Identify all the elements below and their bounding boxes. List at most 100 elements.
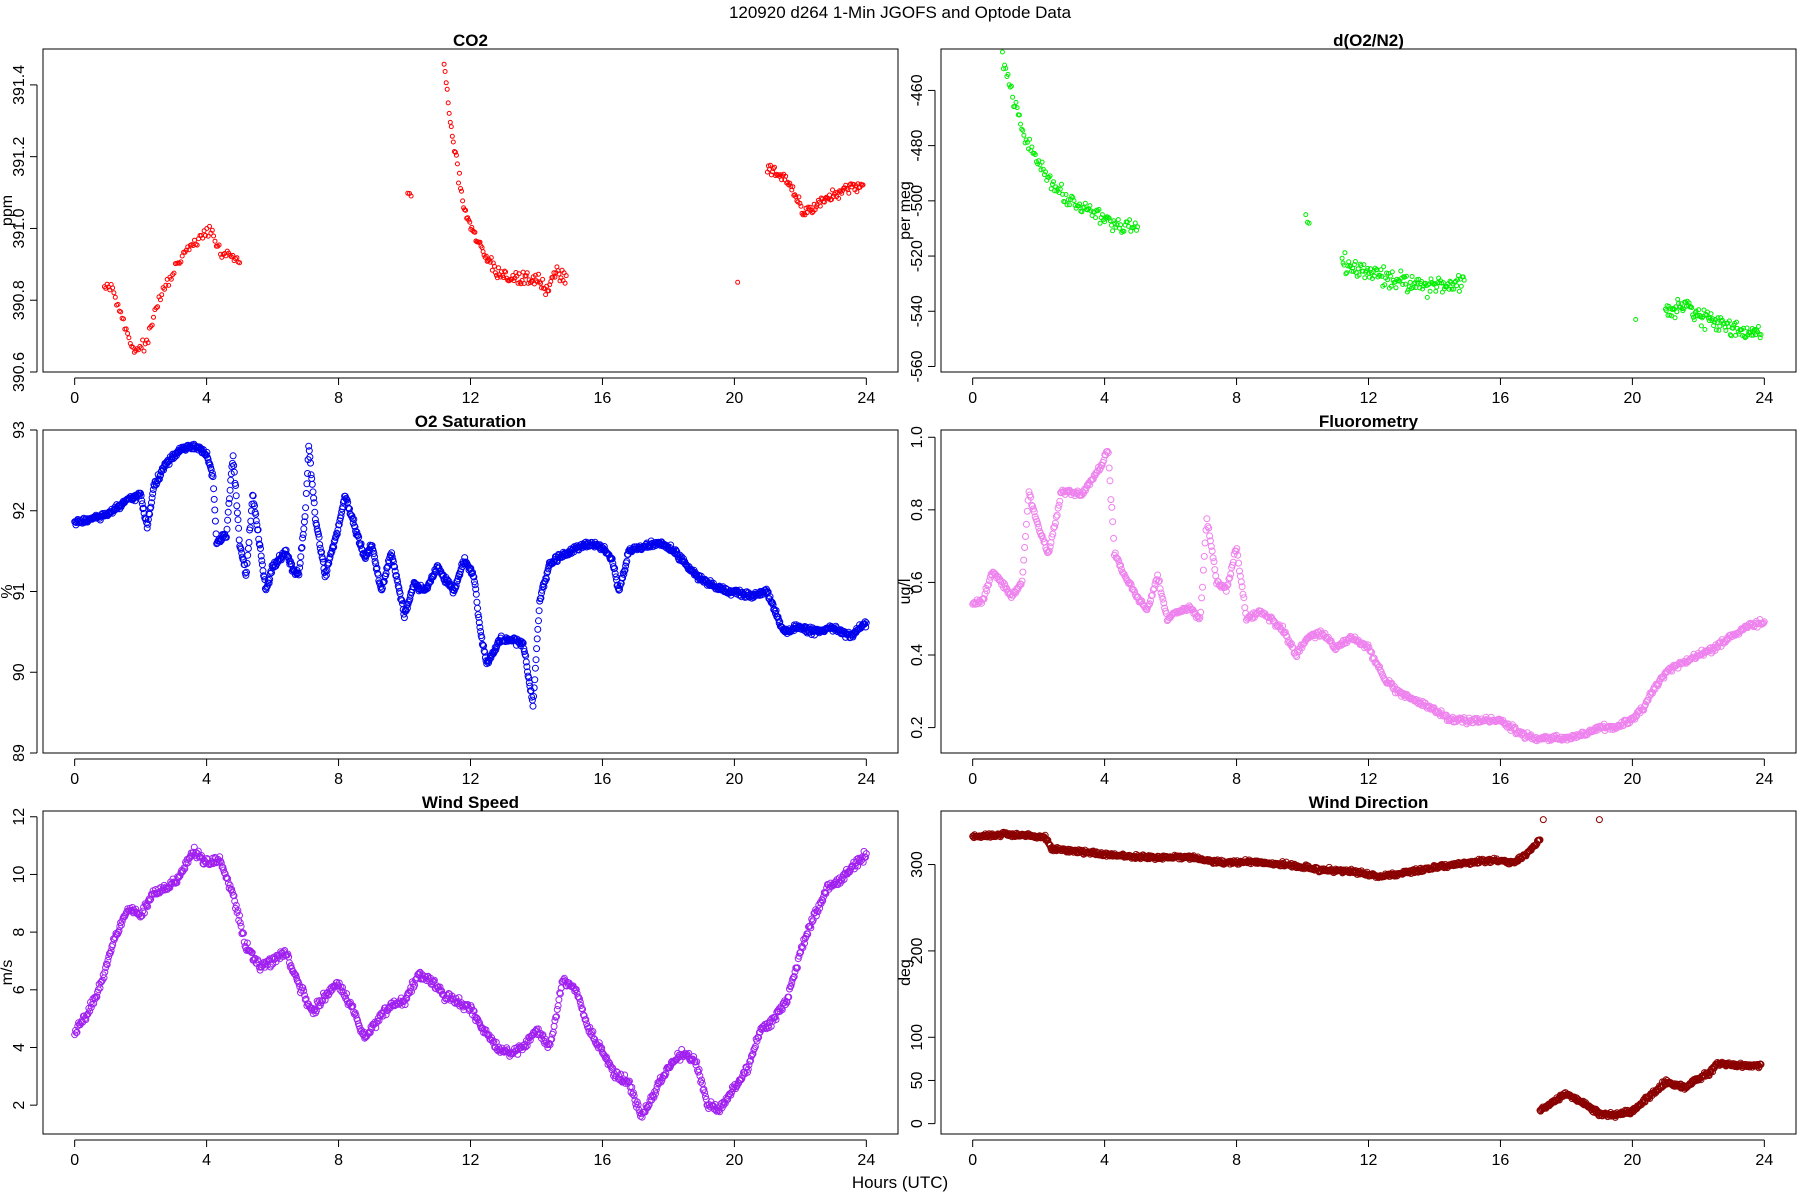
o2sat-data-point xyxy=(256,541,264,549)
do2n2-data-point xyxy=(1303,212,1309,218)
fluoro-y-tick-label: 0.4 xyxy=(909,644,926,666)
fluoro-data-point xyxy=(1050,524,1058,532)
fluoro-series xyxy=(969,447,1768,745)
fluoro-data-point xyxy=(1200,552,1208,560)
o2sat-data-point xyxy=(157,471,165,479)
do2n2-data-point xyxy=(1049,181,1055,187)
do2n2-data-point xyxy=(1398,268,1404,274)
co2-data-point xyxy=(827,192,832,198)
do2n2-data-point xyxy=(1099,212,1105,218)
winddir-x-tick-label: 24 xyxy=(1755,1152,1773,1169)
fluoro-data-point xyxy=(1207,542,1215,550)
co2-data-point xyxy=(212,238,218,244)
do2n2-data-point xyxy=(1355,266,1361,272)
co2-data-point xyxy=(454,161,460,167)
co2-data-point xyxy=(562,280,568,286)
fluoro-data-point xyxy=(1210,558,1218,566)
o2sat-data-point xyxy=(444,576,452,584)
o2sat-data-point xyxy=(308,475,316,482)
o2sat-y-tick-label: 90 xyxy=(11,663,28,681)
o2sat-data-point xyxy=(478,634,486,642)
fluoro-title: Fluorometry xyxy=(1319,412,1419,431)
co2-data-point xyxy=(445,100,451,106)
fluoro-data-point xyxy=(1225,575,1233,583)
fluoro-data-point xyxy=(1214,578,1222,586)
fluoro-data-point xyxy=(1158,592,1166,600)
co2-data-point xyxy=(846,190,852,196)
o2sat-data-point xyxy=(224,516,232,524)
do2n2-data-point xyxy=(1356,272,1362,278)
o2sat-data-point xyxy=(388,549,396,557)
do2n2-data-point xyxy=(1387,273,1393,279)
fluoro-y-tick-label: 0.2 xyxy=(909,716,926,738)
o2sat-data-point xyxy=(224,508,232,516)
o2sat-data-point xyxy=(333,530,341,538)
do2n2-data-point xyxy=(1018,121,1023,127)
do2n2-y-tick-label: -460 xyxy=(909,74,926,106)
o2sat-data-point xyxy=(235,536,243,544)
o2sat-y-axis-label: % xyxy=(0,584,16,598)
do2n2-data-point xyxy=(1016,112,1022,118)
fluoro-data-point xyxy=(1199,583,1206,591)
do2n2-data-point xyxy=(1400,282,1406,287)
o2sat-data-point xyxy=(143,524,151,532)
co2-x-tick-label: 24 xyxy=(857,390,875,407)
o2sat-data-point xyxy=(149,486,157,493)
co2-data-point xyxy=(209,227,215,233)
do2n2-data-point xyxy=(1064,202,1070,208)
co2-data-point xyxy=(465,215,471,221)
o2sat-data-point xyxy=(210,485,218,493)
o2sat-data-point xyxy=(294,570,302,578)
winddir-x-tick-label: 4 xyxy=(1100,1152,1109,1169)
fluoro-data-point xyxy=(1205,524,1213,532)
fluoro-data-point xyxy=(1106,477,1114,485)
o2sat-data-point xyxy=(315,533,323,541)
co2-data-point xyxy=(458,186,463,191)
co2-data-point xyxy=(155,304,161,310)
o2sat-x-tick-label: 16 xyxy=(594,771,612,788)
co2-data-point xyxy=(472,229,478,235)
o2sat-data-point xyxy=(301,513,309,521)
fluoro-data-point xyxy=(1155,578,1162,586)
fluoro-data-point xyxy=(1238,583,1246,591)
o2sat-data-point xyxy=(316,544,324,552)
fluoro-data-point xyxy=(1235,559,1243,567)
o2sat-data-point xyxy=(535,607,543,615)
co2-data-point xyxy=(216,242,222,248)
co2-data-point xyxy=(511,278,517,284)
o2sat-data-point xyxy=(147,503,155,511)
winddir-title: Wind Direction xyxy=(1309,793,1429,812)
fluoro-data-point xyxy=(1233,545,1241,553)
o2sat-y-tick-label: 89 xyxy=(11,744,28,762)
fluoro-data-point xyxy=(1228,561,1236,569)
co2-data-point xyxy=(502,268,508,274)
do2n2-data-point xyxy=(1051,179,1056,185)
do2n2-data-point xyxy=(1082,200,1088,206)
do2n2-data-point xyxy=(1461,277,1467,283)
co2-data-point xyxy=(463,207,469,213)
co2-data-point xyxy=(446,110,452,116)
fluoro-data-point xyxy=(1038,532,1046,540)
o2sat-data-point xyxy=(227,476,235,484)
o2sat-data-point xyxy=(226,495,233,503)
do2n2-y-tick-label: -560 xyxy=(909,350,926,382)
o2sat-data-point xyxy=(861,618,869,626)
do2n2-y-tick-label: -540 xyxy=(909,295,926,327)
o2sat-data-point xyxy=(245,539,253,546)
o2sat-data-point xyxy=(335,521,343,529)
o2sat-data-point xyxy=(252,517,260,525)
fluoro-data-point xyxy=(1022,533,1029,540)
o2sat-data-point xyxy=(535,617,542,625)
do2n2-data-point xyxy=(1027,136,1033,142)
co2-data-point xyxy=(177,260,182,266)
do2n2-data-point xyxy=(1742,335,1748,341)
do2n2-data-point xyxy=(1663,308,1669,314)
co2-data-point xyxy=(178,259,184,265)
do2n2-data-point xyxy=(1696,307,1702,313)
fluoro-data-point xyxy=(1051,519,1059,527)
fluoro-data-point xyxy=(984,582,992,590)
do2n2-x-tick-label: 20 xyxy=(1623,390,1641,407)
